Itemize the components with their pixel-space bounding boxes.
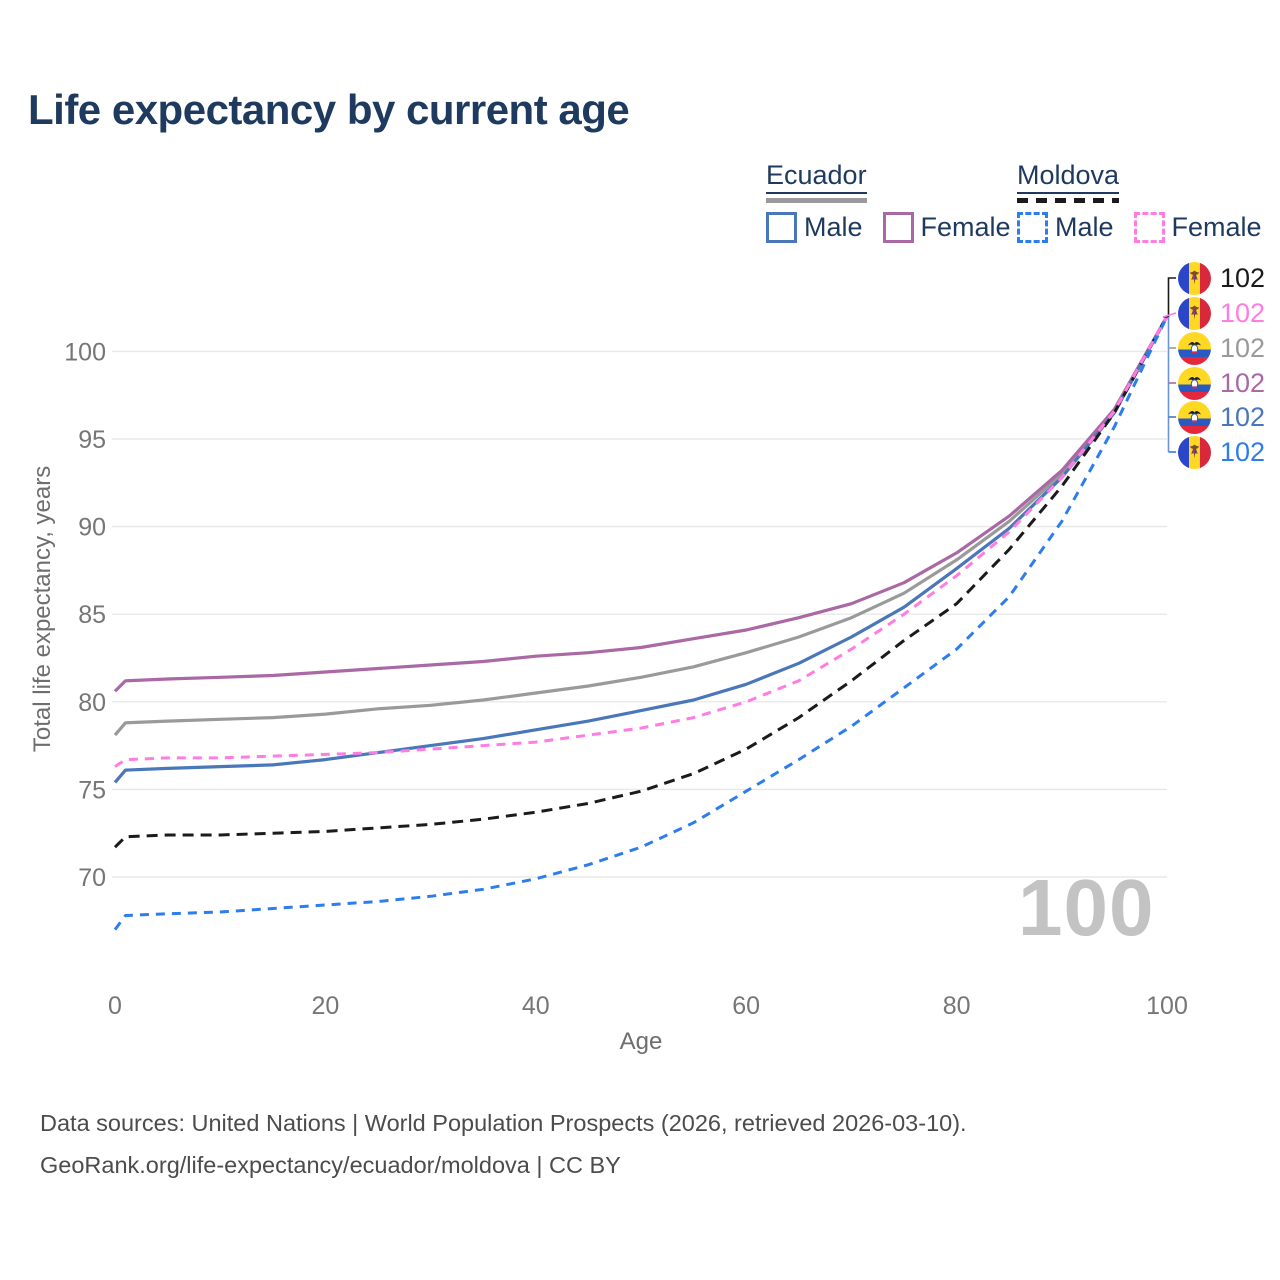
- y-tick-95: 95: [78, 426, 106, 454]
- x-tick-20: 20: [311, 992, 339, 1020]
- page-title: Life expectancy by current age: [28, 86, 630, 133]
- y-tick-100: 100: [64, 338, 106, 366]
- legend-ecuador-line-swatch: [766, 198, 867, 203]
- y-tick-85: 85: [78, 601, 106, 629]
- legend-group-ecuador: Ecuador Male Female: [766, 160, 1011, 243]
- legend-ecuador-head: Ecuador: [766, 160, 867, 203]
- y-tick-80: 80: [78, 689, 106, 717]
- x-tick-100: 100: [1146, 992, 1188, 1020]
- leader-line-1: [1162, 312, 1177, 318]
- legend-ecuador-title: Ecuador: [766, 160, 867, 194]
- hover-age-watermark: 100: [1018, 863, 1155, 952]
- y-tick-90: 90: [78, 514, 106, 542]
- x-tick-60: 60: [732, 992, 760, 1020]
- legend-ecuador-female-label[interactable]: Female: [920, 212, 1011, 242]
- series-line-moldova-both-sexes-[interactable]: [113, 315, 1169, 849]
- legend-moldova-female-label[interactable]: Female: [1171, 212, 1262, 242]
- y-axis-title: Total life expectancy, years: [29, 466, 56, 752]
- x-tick-80: 80: [943, 992, 971, 1020]
- series-line-ecuador-both-sexes-[interactable]: [113, 315, 1169, 737]
- legend-moldova-male-label[interactable]: Male: [1055, 212, 1114, 242]
- footer-data-sources: Data sources: United Nations | World Pop…: [40, 1110, 967, 1136]
- legend-ecuador-female-checkbox[interactable]: [882, 212, 914, 243]
- footer-attribution: GeoRank.org/life-expectancy/ecuador/mold…: [40, 1152, 621, 1178]
- y-tick-70: 70: [78, 864, 106, 892]
- legend-ecuador-male-label[interactable]: Male: [804, 212, 863, 242]
- x-tick-40: 40: [522, 992, 550, 1020]
- series-line-ecuador-male[interactable]: [113, 315, 1169, 784]
- series-line-moldova-male[interactable]: [113, 315, 1169, 931]
- legend-ecuador-male-checkbox[interactable]: [766, 212, 797, 243]
- legend-moldova-line-swatch: [1017, 198, 1120, 203]
- x-axis-title: Age: [620, 1028, 663, 1055]
- legend-moldova-head: Moldova: [1017, 160, 1120, 203]
- legend-moldova-male-checkbox[interactable]: [1017, 212, 1048, 243]
- y-tick-75: 75: [78, 776, 106, 804]
- series-line-ecuador-female[interactable]: [113, 315, 1169, 693]
- leader-line-0: [1163, 277, 1176, 318]
- series-line-moldova-female[interactable]: [114, 315, 1169, 768]
- legend-moldova-female-checkbox[interactable]: [1133, 212, 1165, 243]
- x-tick-0: 0: [108, 992, 122, 1020]
- legend-group-moldova: Moldova Male Female: [1017, 160, 1262, 243]
- legend-moldova-title: Moldova: [1017, 160, 1120, 194]
